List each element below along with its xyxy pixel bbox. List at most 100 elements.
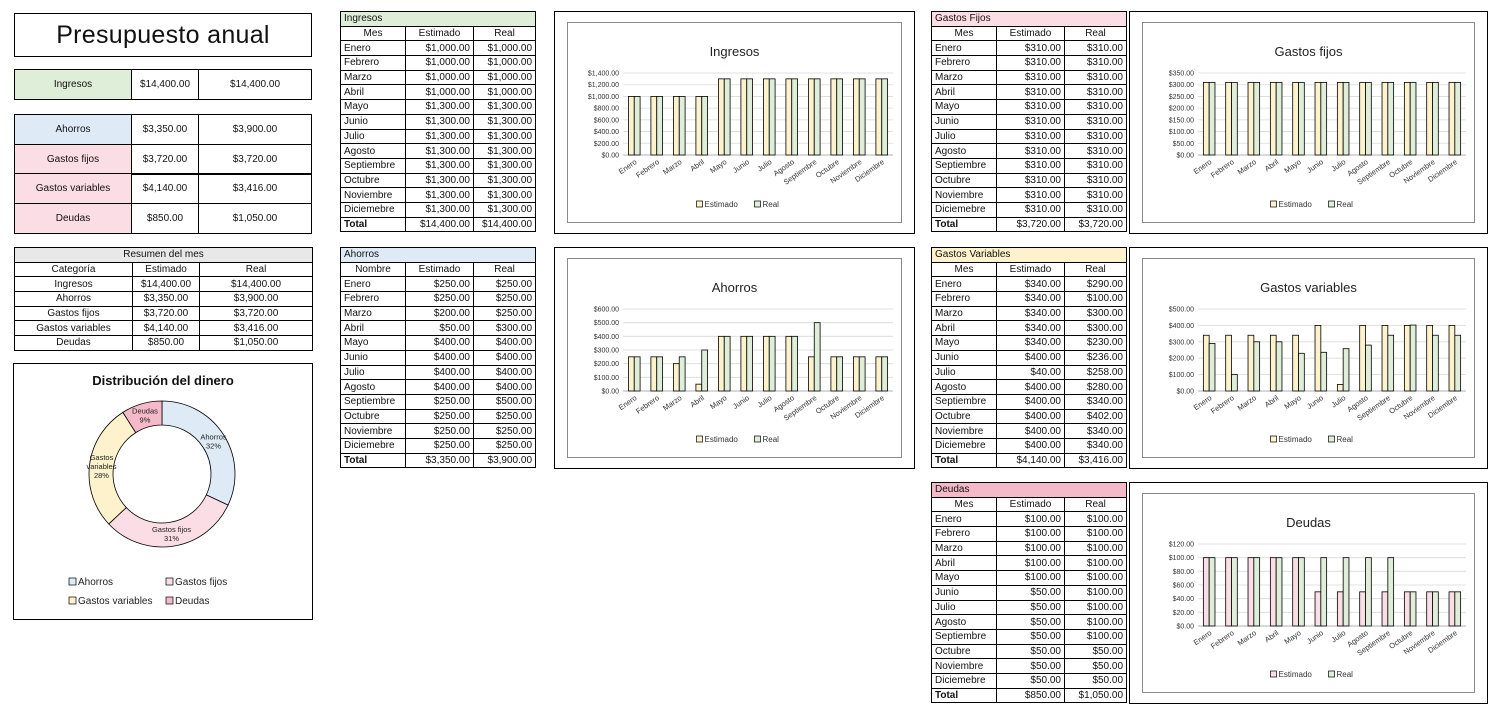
legend-label: Estimado xyxy=(1279,200,1313,209)
bar-estimado-diciembre xyxy=(1448,81,1456,156)
bar-estimado-octubre xyxy=(1403,591,1411,627)
bar-real-julio xyxy=(1342,557,1350,627)
bar-estimado-febrero xyxy=(1225,334,1232,392)
table-row: Abril $1,000.00 $1,000.00 xyxy=(340,84,537,101)
table-cell: Junio xyxy=(931,113,997,130)
bar-real-abril xyxy=(1275,81,1283,156)
y-tick-label: $250.00 xyxy=(1169,94,1194,101)
bar-estimado-octubre xyxy=(1403,325,1411,392)
table-total-row: Total $3,720.00 $3,720.00 xyxy=(931,216,1127,233)
table-cell: $310.00 xyxy=(996,55,1065,71)
column-header: Nombre xyxy=(340,261,406,278)
table-cell: $250.00 xyxy=(405,291,474,307)
table-cell: $1,000.00 xyxy=(405,84,474,101)
table-cell: Abril xyxy=(931,555,997,572)
y-tick-label: $0.00 xyxy=(1176,153,1194,160)
chart-svg: Ingresos $0.00 $200.00 $400.00 $600.00 $800.0… xyxy=(588,44,893,209)
bar-estimado-julio xyxy=(762,335,770,392)
table-variables: Gastos Variables Mes Estimado Real Enero $340… xyxy=(931,247,1127,469)
table-cell: $1,300.00 xyxy=(405,201,474,218)
x-tick-label: Febrero xyxy=(1209,628,1236,650)
legend-swatch xyxy=(754,435,761,443)
table-ahorros: Ahorros Nombre Estimado Real Enero $250.00 $25… xyxy=(339,247,537,469)
bar-estimado-diciembre xyxy=(1448,591,1456,627)
donut-legend-swatch xyxy=(165,596,174,605)
table-row: Julio $310.00 $310.00 xyxy=(931,128,1127,145)
table-cell: Febrero xyxy=(340,55,406,71)
chart-plot-frame: Gastos fijos $0.00 $50.00 $100.00 $150.00 $20… xyxy=(1142,22,1475,223)
x-tick-label: Abril xyxy=(1263,393,1281,409)
bar-real-febrero xyxy=(656,356,663,392)
legend-swatch xyxy=(1328,200,1335,208)
table-row: Gastos variables $4,140.00 $3,416.00 xyxy=(14,320,314,337)
table-row: Agosto $50.00 $100.00 xyxy=(931,614,1128,630)
table-row: Marzo $100.00 $100.00 xyxy=(931,540,1128,557)
table-cell: $310.00 xyxy=(996,99,1065,115)
table-cell: $310.00 xyxy=(996,128,1065,145)
chart-title: Gastos fijos xyxy=(1275,44,1343,59)
table-row: Marzo $310.00 $310.00 xyxy=(931,69,1127,86)
legend-label: Estimado xyxy=(1279,435,1313,444)
bar-real-marzo xyxy=(1253,81,1261,156)
table-cell: $500.00 xyxy=(472,393,537,410)
table-cell: Junio xyxy=(931,584,997,601)
table-cell: Octubre xyxy=(931,408,997,425)
table-cell: Octubre xyxy=(340,408,406,425)
table-cell: $400.00 xyxy=(996,423,1065,439)
bar-real-diciembre xyxy=(1454,81,1462,156)
table-cell: Mayo xyxy=(931,99,997,115)
bar-estimado-marzo xyxy=(1247,557,1255,627)
table-row: Enero $310.00 $310.00 xyxy=(931,40,1127,57)
table-cell: $850.00 xyxy=(996,687,1065,704)
bar-estimado-febrero xyxy=(650,96,658,156)
table-cell: $258.00 xyxy=(1064,364,1127,381)
column-header: Estimado xyxy=(996,496,1065,513)
chart-fijos: Gastos fijos $0.00 $50.00 $100.00 $150.00 $20… xyxy=(1129,11,1488,234)
table-cell: $400.00 xyxy=(405,335,474,351)
table-cell: $400.00 xyxy=(405,364,474,381)
table-cell: Total xyxy=(931,216,997,233)
table-row: Julio $1,300.00 $1,300.00 xyxy=(340,128,537,145)
donut-label-gastos-fijos: Gastos fijos 31% xyxy=(152,525,191,543)
x-tick-label: Febrero xyxy=(1209,157,1236,179)
table-cell: Diciemebre xyxy=(931,672,997,689)
table-cell: $310.00 xyxy=(1064,157,1127,174)
table-row: Febrero $250.00 $250.00 xyxy=(340,291,537,307)
bar-estimado-marzo xyxy=(673,363,680,392)
resumen-caption: Resumen del mes xyxy=(13,247,314,263)
table-row: Mayo $400.00 $400.00 xyxy=(340,335,537,351)
y-tick-label: $400.00 xyxy=(1169,323,1194,330)
table-cell: $1,300.00 xyxy=(472,99,537,115)
y-tick-label: $600.00 xyxy=(594,117,619,124)
table-cell: $50.00 xyxy=(1063,672,1128,689)
table-cell: $50.00 xyxy=(996,614,1065,630)
table-cell: $50.00 xyxy=(1063,658,1128,674)
table-cell: $400.00 xyxy=(472,379,537,395)
bar-estimado-abril xyxy=(1269,334,1277,392)
table-cell: Diciemebre xyxy=(931,201,997,218)
y-tick-label: $100.00 xyxy=(594,375,619,382)
table-row: Diciemebre $310.00 $310.00 xyxy=(931,201,1127,218)
bar-estimado-marzo xyxy=(1247,334,1255,392)
table-cell: Mayo xyxy=(931,570,997,586)
chart-svg: Ahorros $0.00 $100.00 $200.00 $300.00 $400.00… xyxy=(594,280,893,444)
table-cell: Diciemebre xyxy=(931,437,997,454)
bar-estimado-diciembre xyxy=(875,78,883,156)
table-total-row: Total $3,350.00 $3,900.00 xyxy=(340,452,537,469)
x-tick-label: Junio xyxy=(1305,628,1325,646)
chart-variables: Gastos variables $0.00 $100.00 $200.00 $300.… xyxy=(1129,247,1488,469)
table-cell: $100.00 xyxy=(996,540,1065,557)
table-cell: Febrero xyxy=(931,55,997,71)
table-cell: $310.00 xyxy=(996,113,1065,130)
summary-row-deudas: Deudas $850.00 $1,050.00 xyxy=(14,202,312,234)
chart-plot-frame: Deudas $0.00 $20.00 $40.00 $60.00 $80.00 $100.… xyxy=(1142,493,1475,693)
table-fijos: Gastos Fijos Mes Estimado Real Enero $310.00 $… xyxy=(931,11,1127,233)
table-row: Agosto $1,300.00 $1,300.00 xyxy=(340,143,537,159)
table-cell: $1,300.00 xyxy=(472,172,537,189)
table-total-row: Total $850.00 $1,050.00 xyxy=(931,687,1128,704)
bar-estimado-diciembre xyxy=(875,356,883,392)
table-row: Noviembre $400.00 $340.00 xyxy=(931,423,1127,439)
summary-label: Gastos fijos xyxy=(15,144,132,174)
table-row: Octubre $1,300.00 $1,300.00 xyxy=(340,172,537,189)
table-cell: $100.00 xyxy=(996,570,1065,586)
